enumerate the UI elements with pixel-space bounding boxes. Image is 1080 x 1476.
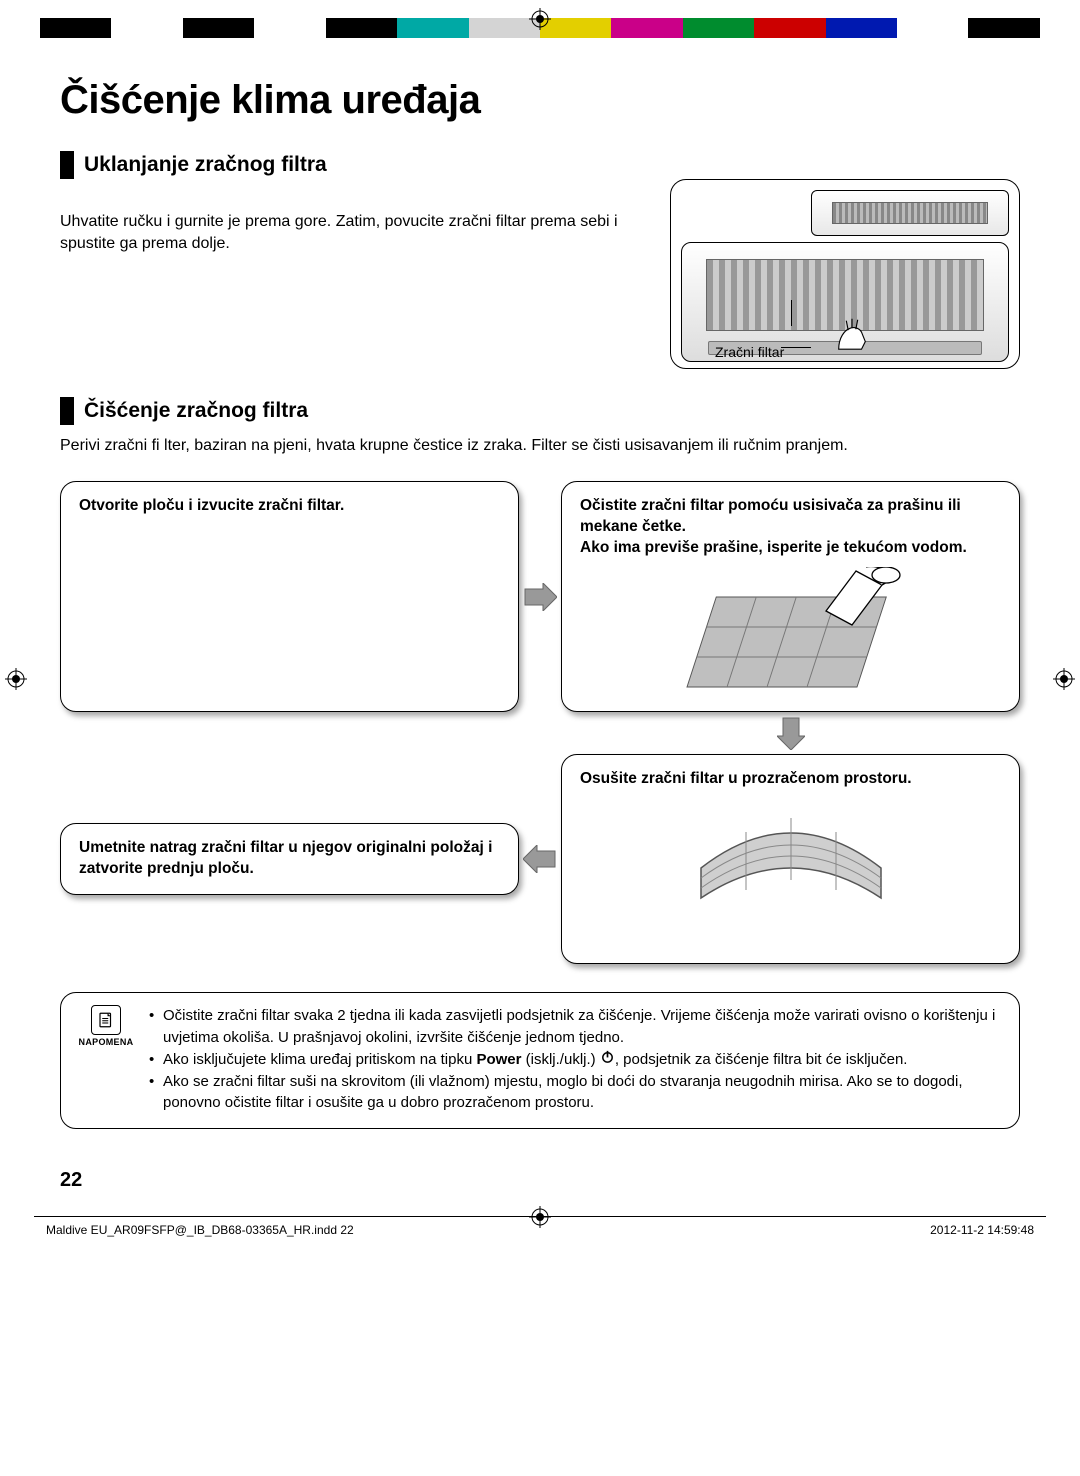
steps-flow: Otvorite ploču i izvucite zračni filtar.…	[60, 481, 1020, 964]
step-box-4: Umetnite natrag zračni filtar u njegov o…	[60, 823, 519, 895]
notes-box: NAPOMENA •Očistite zračni filtar svaka 2…	[60, 992, 1020, 1129]
registration-mark-icon	[529, 1206, 551, 1231]
heading-text: Čišćenje zračnog filtra	[84, 399, 308, 423]
print-footer: Maldive EU_AR09FSFP@_IB_DB68-03365A_HR.i…	[34, 1216, 1046, 1237]
registration-mark-icon	[5, 668, 27, 695]
note-label: NAPOMENA	[77, 1037, 135, 1047]
vacuum-filter-illustration	[580, 567, 1001, 697]
ac-unit-small-icon	[811, 190, 1009, 236]
note-item: Ako isključujete klima uređaj pritiskom …	[163, 1049, 907, 1071]
arrow-left-icon	[519, 754, 561, 964]
note-icon	[91, 1005, 121, 1035]
page-title: Čišćenje klima uređaja	[60, 78, 1020, 123]
footer-timestamp: 2012-11-2 14:59:48	[930, 1223, 1034, 1237]
page-number: 22	[60, 1169, 1020, 1192]
step-text: Osušite zračni filtar u prozračenom pros…	[580, 769, 1001, 790]
page-content: Čišćenje klima uređaja Uklanjanje zračno…	[60, 78, 1020, 1192]
step-text: Očistite zračni filtar pomoću usisivača …	[580, 496, 1001, 538]
dry-filter-illustration	[580, 798, 1001, 908]
section-heading-removal: Uklanjanje zračnog filtra	[60, 151, 1020, 179]
step-text: Ako ima previše prašine, isperite je tek…	[580, 538, 1001, 559]
section-heading-cleaning: Čišćenje zračnog filtra	[60, 397, 1020, 425]
ac-unit-illustration: Zračni filtar	[670, 179, 1020, 369]
print-color-bar	[40, 18, 1040, 38]
heading-bar-icon	[60, 151, 74, 179]
heading-text: Uklanjanje zračnog filtra	[84, 153, 327, 177]
arrow-right-icon	[519, 481, 561, 712]
section-intro-text: Uhvatite ručku i gurnite je prema gore. …	[60, 189, 650, 256]
step-box-1: Otvorite ploču i izvucite zračni filtar.	[60, 481, 519, 712]
section-body-text: Perivi zračni fi lter, baziran na pjeni,…	[60, 435, 1020, 457]
registration-mark-icon	[529, 8, 551, 35]
filter-callout-label: Zračni filtar	[715, 344, 784, 360]
footer-filename: Maldive EU_AR09FSFP@_IB_DB68-03365A_HR.i…	[46, 1223, 354, 1237]
step-box-3: Osušite zračni filtar u prozračenom pros…	[561, 754, 1020, 964]
hand-icon	[832, 315, 872, 353]
note-item: Ako se zračni filtar suši na skrovitom (…	[163, 1071, 1003, 1115]
registration-mark-icon	[1053, 668, 1075, 695]
step-box-2: Očistite zračni filtar pomoću usisivača …	[561, 481, 1020, 712]
power-icon	[600, 1049, 615, 1071]
notes-list: •Očistite zračni filtar svaka 2 tjedna i…	[149, 1005, 1003, 1114]
step-text: Umetnite natrag zračni filtar u njegov o…	[79, 839, 492, 877]
step-text: Otvorite ploču i izvucite zračni filtar.	[79, 497, 344, 514]
note-item: Očistite zračni filtar svaka 2 tjedna il…	[163, 1005, 1003, 1049]
heading-bar-icon	[60, 397, 74, 425]
arrow-down-icon	[561, 712, 1020, 754]
